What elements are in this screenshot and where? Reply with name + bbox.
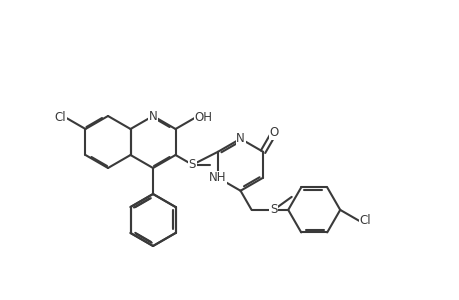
Text: S: S	[188, 158, 196, 171]
Text: NH: NH	[209, 171, 226, 184]
Text: N: N	[148, 110, 157, 122]
Text: O: O	[269, 126, 278, 139]
Text: N: N	[235, 132, 244, 145]
Text: Cl: Cl	[358, 214, 370, 227]
Text: S: S	[269, 203, 277, 216]
Text: OH: OH	[194, 112, 212, 124]
Text: Cl: Cl	[55, 112, 66, 124]
